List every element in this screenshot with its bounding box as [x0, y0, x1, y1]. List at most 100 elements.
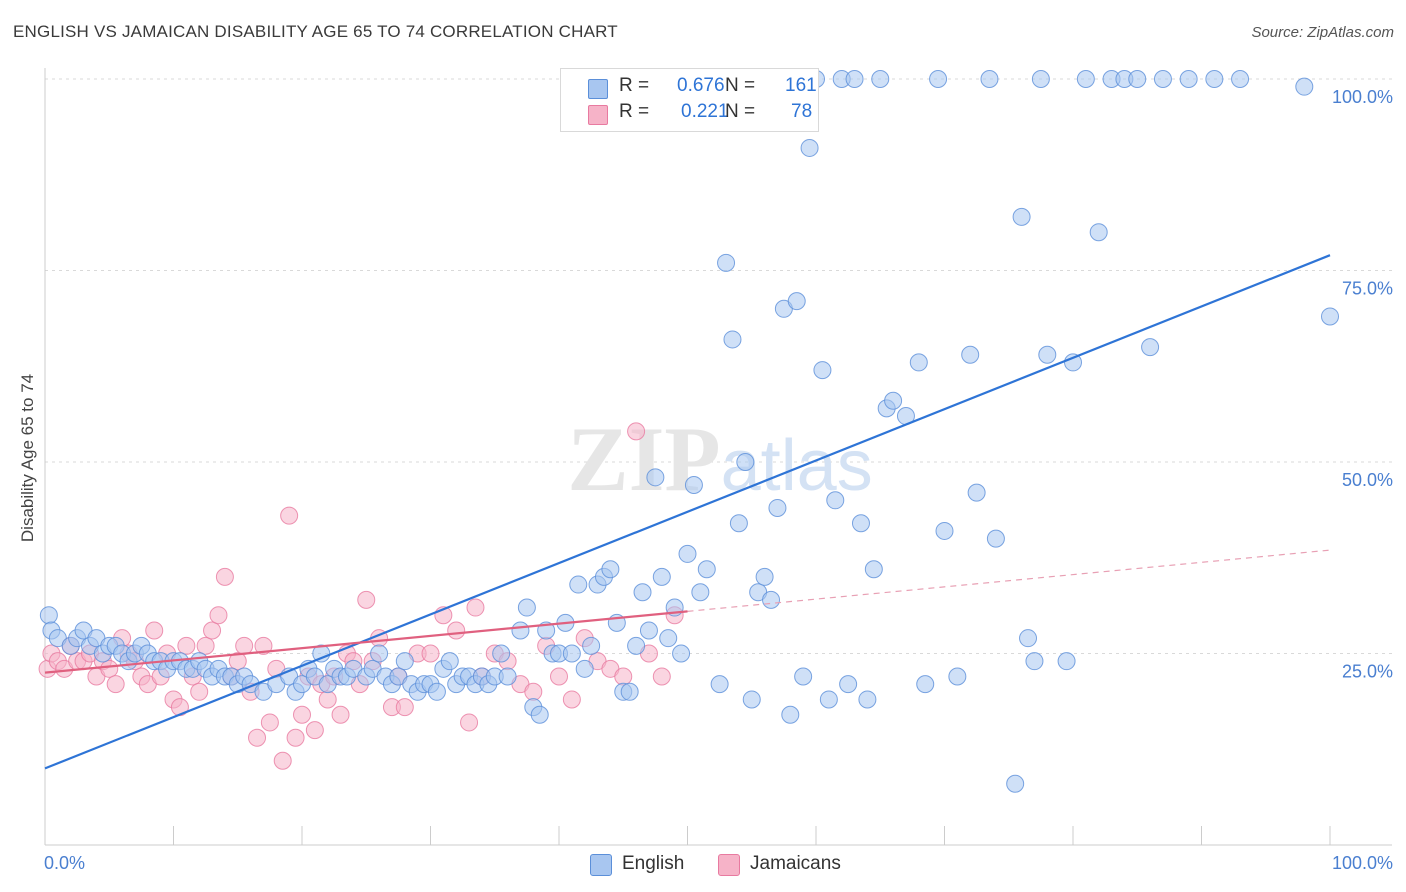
data-point-english [620, 682, 639, 701]
legend-swatch-jamaicans [718, 854, 740, 876]
y-tick-label: 100.0% [1332, 87, 1393, 107]
data-point-jamaicans [357, 590, 376, 609]
data-point-english [427, 682, 446, 701]
data-point-english [691, 583, 710, 602]
legend-swatch-english [590, 854, 612, 876]
data-point-english [1205, 70, 1224, 88]
data-point-english [1057, 652, 1076, 671]
data-point-english [948, 667, 967, 686]
data-point-english [717, 253, 736, 272]
data-point-jamaicans [273, 751, 292, 770]
data-point-english [697, 560, 716, 579]
data-point-english [935, 521, 954, 540]
data-point-english [762, 590, 781, 609]
grid-lines [45, 78, 1392, 654]
data-point-english [710, 675, 729, 694]
data-point-jamaicans [652, 667, 671, 686]
data-point-english [1128, 70, 1147, 88]
data-point-english [871, 70, 890, 88]
data-point-english [672, 644, 691, 663]
data-point-english [492, 644, 511, 663]
source-label: Source: ZipAtlas.com [1251, 24, 1394, 41]
trend-line-english [44, 254, 1331, 770]
data-point-english [1231, 70, 1250, 88]
data-point-english [819, 690, 838, 709]
data-point-jamaicans [286, 728, 305, 747]
data-point-english [569, 575, 588, 594]
data-point-english [1089, 223, 1108, 242]
data-point-english [646, 468, 665, 487]
data-point-jamaicans [177, 636, 196, 655]
x-tick-label: 0.0% [44, 853, 85, 873]
legend-label-jamaicans: Jamaicans [750, 853, 841, 874]
data-point-english [1141, 338, 1160, 357]
y-tick-label: 75.0% [1342, 279, 1393, 299]
data-point-english [986, 529, 1005, 548]
data-point-english [1179, 70, 1198, 88]
data-point-english [884, 391, 903, 410]
data-point-jamaicans [228, 652, 247, 671]
trend-lines [44, 254, 1331, 770]
data-point-jamaicans [280, 506, 299, 525]
stats-n-value: 161 [785, 75, 817, 96]
data-point-english [794, 667, 813, 686]
data-point-english [1031, 70, 1050, 88]
stats-swatch-jamaicans [588, 105, 608, 125]
data-point-english [370, 644, 389, 663]
watermark: ZIPatlas [567, 408, 872, 510]
data-point-english [511, 621, 530, 640]
data-point-jamaicans [106, 675, 125, 694]
data-point-english [530, 705, 549, 724]
stats-r-label: R = [619, 75, 650, 96]
stats-r-value: 0.221 [681, 101, 729, 122]
data-point-english [736, 453, 755, 471]
stats-swatch-english [588, 79, 608, 99]
axes [44, 68, 1392, 846]
data-point-english [1295, 77, 1314, 96]
data-point-english [916, 675, 935, 694]
watermark-bold: ZIP [567, 408, 720, 510]
data-point-english [723, 330, 742, 349]
series-points [38, 70, 1339, 793]
data-point-english [781, 705, 800, 724]
data-point-jamaicans [190, 682, 209, 701]
data-point-english [1064, 353, 1082, 372]
series-english [39, 70, 1339, 793]
data-point-jamaicans [305, 721, 324, 740]
data-point-jamaicans [260, 713, 279, 732]
trend-line-jamaicans [44, 610, 688, 674]
data-point-jamaicans [627, 422, 646, 441]
data-point-english [1038, 345, 1057, 364]
data-point-english [395, 652, 414, 671]
data-point-jamaicans [215, 567, 234, 586]
data-point-jamaicans [318, 690, 337, 709]
data-point-jamaicans [293, 705, 311, 724]
stats-n-label: N = [725, 101, 756, 122]
data-point-jamaicans [196, 636, 215, 655]
legend: English Jamaicans [0, 852, 1406, 878]
data-point-english [39, 606, 58, 625]
data-point-english [627, 636, 646, 655]
stats-r-value: 0.676 [677, 75, 725, 96]
data-point-jamaicans [614, 667, 633, 686]
y-tick-label: 25.0% [1342, 662, 1393, 682]
data-point-english [678, 544, 697, 563]
data-point-english [1006, 774, 1025, 793]
data-point-english [1025, 652, 1044, 671]
data-point-english [787, 292, 806, 311]
data-point-jamaicans [254, 636, 273, 655]
data-point-english [684, 475, 703, 494]
data-point-english [1076, 70, 1095, 88]
stats-n-label: N = [725, 75, 756, 96]
data-point-jamaicans [235, 636, 254, 655]
y-axis-title: Disability Age 65 to 74 [18, 374, 37, 542]
data-point-jamaicans [331, 705, 350, 724]
data-point-english [652, 567, 671, 586]
data-point-english [929, 70, 948, 88]
data-point-english [967, 483, 986, 502]
data-point-english [961, 345, 980, 364]
data-point-english [800, 138, 819, 157]
data-point-english [601, 560, 620, 579]
data-point-english [1321, 307, 1339, 326]
data-point-jamaicans [466, 598, 485, 617]
